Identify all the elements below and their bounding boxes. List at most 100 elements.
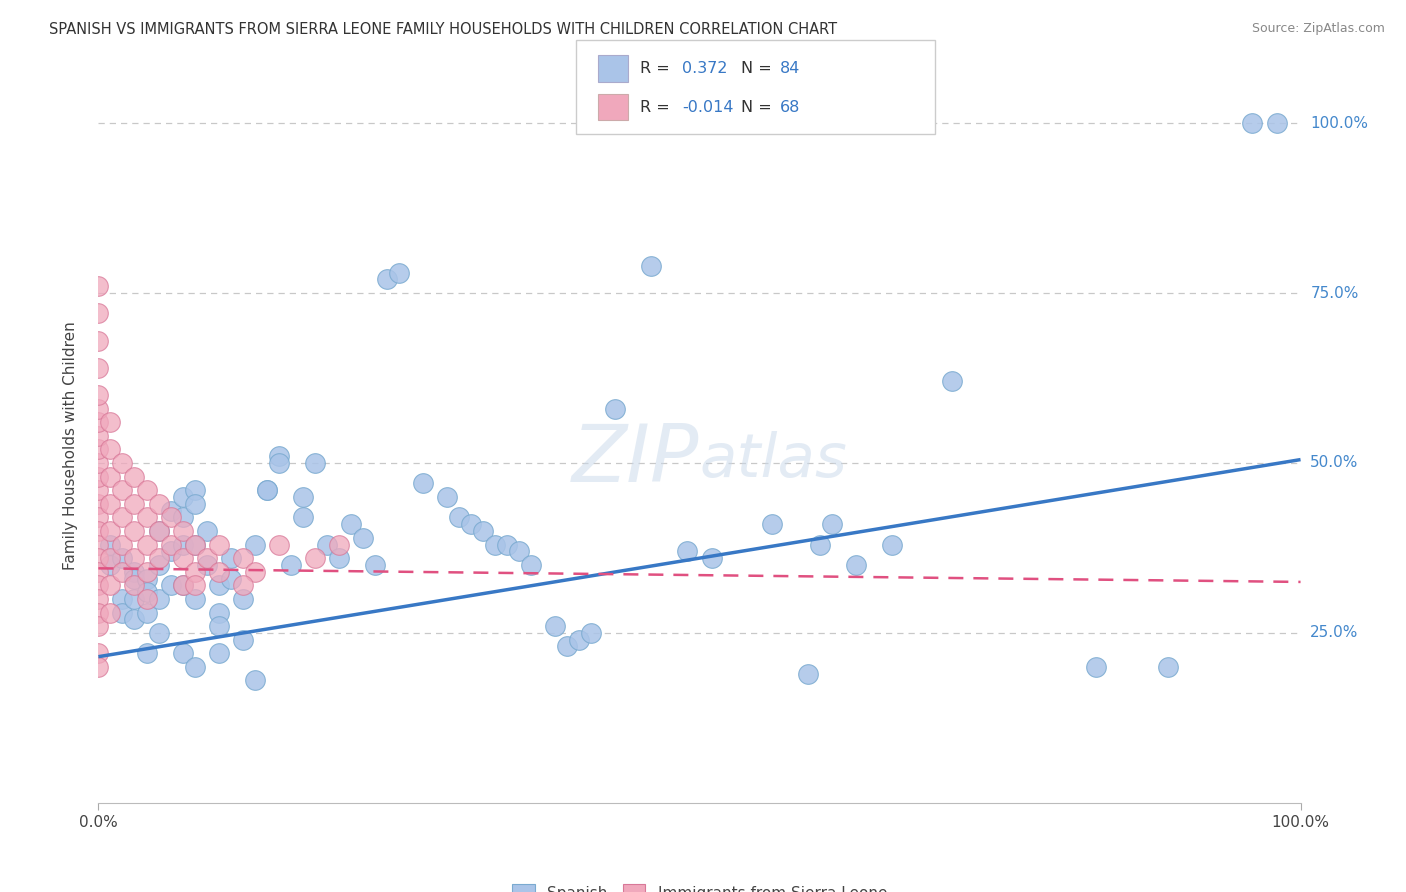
Text: R =: R =: [640, 62, 675, 76]
Legend: Spanish, Immigrants from Sierra Leone: Spanish, Immigrants from Sierra Leone: [506, 879, 893, 892]
Point: [375, 272, 398, 286]
Text: atlas: atlas: [699, 431, 848, 490]
Point: [135, 565, 157, 579]
Point: [87, 388, 110, 402]
Point: [436, 490, 458, 504]
Text: N =: N =: [741, 100, 778, 114]
Point: [135, 572, 157, 586]
Text: N =: N =: [741, 62, 778, 76]
Point: [808, 537, 831, 551]
Point: [124, 578, 146, 592]
Point: [328, 551, 350, 566]
Point: [159, 537, 181, 551]
Point: [183, 591, 205, 606]
Point: [256, 483, 278, 498]
Point: [87, 578, 110, 592]
Point: [87, 565, 110, 579]
Point: [243, 673, 266, 688]
Point: [183, 537, 205, 551]
Point: [87, 360, 110, 375]
Point: [172, 578, 194, 592]
Point: [508, 544, 530, 558]
Point: [124, 497, 146, 511]
Point: [135, 510, 157, 524]
Point: [183, 565, 205, 579]
Text: 100.0%: 100.0%: [1310, 116, 1368, 131]
Point: [267, 456, 290, 470]
Point: [568, 632, 591, 647]
Point: [135, 537, 157, 551]
Point: [640, 259, 662, 273]
Point: [124, 565, 146, 579]
Point: [87, 483, 110, 498]
Point: [1157, 660, 1180, 674]
Point: [135, 606, 157, 620]
Point: [100, 415, 122, 429]
Text: 50.0%: 50.0%: [1310, 456, 1358, 470]
Point: [159, 578, 181, 592]
Point: [87, 334, 110, 348]
Point: [267, 449, 290, 463]
Point: [328, 537, 350, 551]
Point: [111, 483, 134, 498]
Point: [100, 558, 122, 572]
Point: [183, 537, 205, 551]
Point: [148, 524, 170, 538]
Point: [87, 279, 110, 293]
Point: [87, 442, 110, 457]
Point: [195, 551, 218, 566]
Point: [208, 537, 231, 551]
Point: [172, 578, 194, 592]
Point: [232, 551, 254, 566]
Text: Source: ZipAtlas.com: Source: ZipAtlas.com: [1251, 22, 1385, 36]
Point: [148, 497, 170, 511]
Point: [256, 483, 278, 498]
Point: [87, 497, 110, 511]
Point: [796, 666, 818, 681]
Text: 84: 84: [780, 62, 800, 76]
Point: [581, 626, 603, 640]
Point: [87, 510, 110, 524]
Point: [700, 551, 723, 566]
Point: [148, 524, 170, 538]
Point: [195, 524, 218, 538]
Point: [172, 510, 194, 524]
Point: [243, 565, 266, 579]
Point: [148, 558, 170, 572]
Point: [87, 415, 110, 429]
Point: [219, 572, 242, 586]
Point: [124, 572, 146, 586]
Text: SPANISH VS IMMIGRANTS FROM SIERRA LEONE FAMILY HOUSEHOLDS WITH CHILDREN CORRELAT: SPANISH VS IMMIGRANTS FROM SIERRA LEONE …: [49, 22, 838, 37]
Point: [100, 537, 122, 551]
Point: [447, 510, 470, 524]
Point: [460, 517, 482, 532]
Point: [87, 537, 110, 551]
Point: [183, 497, 205, 511]
Point: [87, 660, 110, 674]
Point: [172, 551, 194, 566]
Point: [280, 558, 302, 572]
Point: [496, 537, 519, 551]
Point: [111, 591, 134, 606]
Point: [87, 646, 110, 660]
Point: [232, 632, 254, 647]
Point: [304, 456, 326, 470]
Point: [304, 551, 326, 566]
Point: [159, 510, 181, 524]
Point: [172, 524, 194, 538]
Point: [87, 591, 110, 606]
Point: [388, 266, 411, 280]
Point: [135, 585, 157, 599]
Point: [412, 476, 434, 491]
Point: [159, 503, 181, 517]
Point: [87, 456, 110, 470]
Point: [135, 646, 157, 660]
Point: [520, 558, 543, 572]
Point: [880, 537, 903, 551]
Point: [208, 646, 231, 660]
Point: [208, 619, 231, 633]
Y-axis label: Family Households with Children: Family Households with Children: [63, 322, 77, 570]
Point: [172, 537, 194, 551]
Point: [267, 537, 290, 551]
Point: [111, 565, 134, 579]
